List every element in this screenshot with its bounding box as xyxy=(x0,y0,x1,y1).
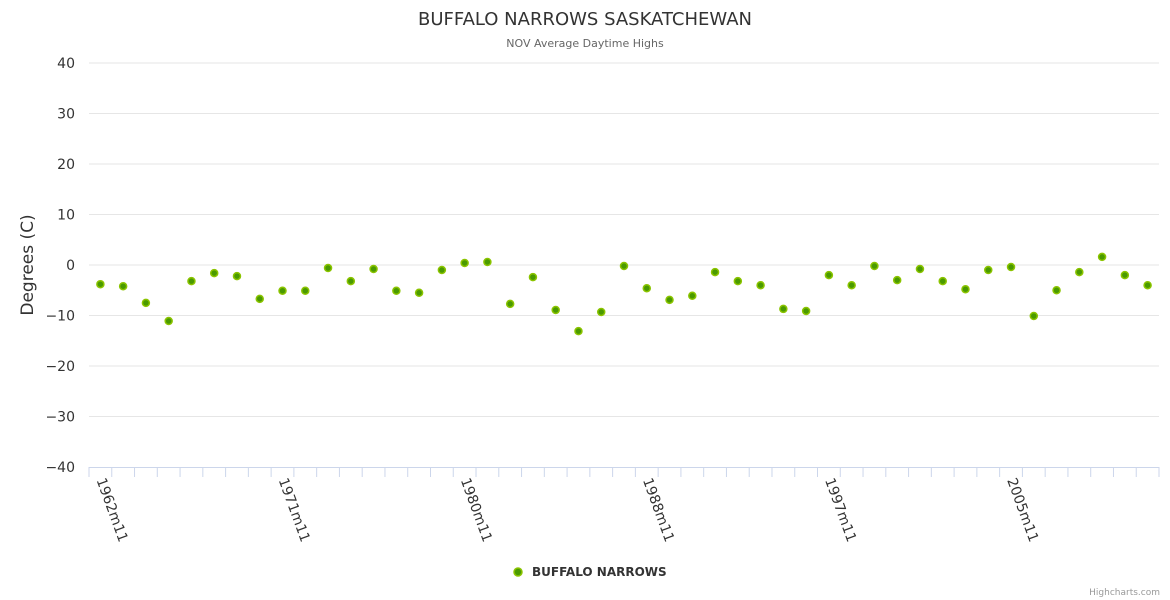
data-point[interactable] xyxy=(574,326,583,336)
credits-link[interactable]: Highcharts.com xyxy=(1089,588,1160,598)
data-point[interactable] xyxy=(392,286,401,296)
x-axis: 1962m11 1971m11 1980m11 1988m11 1997m11 2005m… xyxy=(88,467,1160,545)
grid-lines xyxy=(89,62,1159,417)
data-point[interactable] xyxy=(278,286,287,296)
data-point[interactable] xyxy=(505,299,515,309)
data-point[interactable] xyxy=(232,271,242,281)
data-point[interactable] xyxy=(346,276,356,286)
data-point[interactable] xyxy=(779,304,788,314)
chart-subtitle: NOV Average Daytime Highs xyxy=(506,37,664,50)
data-point[interactable] xyxy=(369,264,378,274)
data-point[interactable] xyxy=(596,307,606,317)
data-point[interactable] xyxy=(255,294,264,304)
data-point[interactable] xyxy=(483,257,492,267)
data-point[interactable] xyxy=(915,264,925,274)
data-point[interactable] xyxy=(665,295,674,305)
data-point[interactable] xyxy=(323,263,333,273)
y-tick-label: 0 xyxy=(66,258,75,274)
chart-title: BUFFALO NARROWS SASKATCHEWAN xyxy=(418,9,752,30)
data-point[interactable] xyxy=(1143,280,1152,290)
data-point[interactable] xyxy=(892,275,902,285)
x-tick-label: 1988m11 xyxy=(639,476,677,545)
x-tick-label: 1997m11 xyxy=(821,476,859,545)
data-point[interactable] xyxy=(688,291,697,301)
x-tick-label: 1962m11 xyxy=(93,476,131,545)
legend-item[interactable]: BUFFALO NARROWS xyxy=(513,565,667,579)
x-tick-label: 1971m11 xyxy=(275,476,313,545)
y-tick-label: −40 xyxy=(45,460,75,476)
data-point[interactable] xyxy=(141,298,151,308)
x-tick-label: 1980m11 xyxy=(457,476,495,545)
data-point[interactable] xyxy=(642,283,652,293)
data-point[interactable] xyxy=(1052,286,1061,295)
y-tick-label: −30 xyxy=(45,410,75,426)
data-point[interactable] xyxy=(460,258,469,268)
data-point[interactable] xyxy=(414,288,424,298)
data-point[interactable] xyxy=(301,286,310,296)
data-point[interactable] xyxy=(1097,252,1107,262)
data-point[interactable] xyxy=(961,284,970,294)
data-point[interactable] xyxy=(528,272,538,282)
data-point[interactable] xyxy=(551,305,560,315)
y-tick-label: −10 xyxy=(45,309,75,325)
data-point[interactable] xyxy=(437,265,447,275)
y-tick-label: 30 xyxy=(57,107,75,123)
y-axis-label: Degrees (C) xyxy=(18,214,38,315)
data-point[interactable] xyxy=(1075,267,1084,277)
data-point[interactable] xyxy=(187,276,196,286)
y-axis-ticks: 40 30 20 10 0 −10 −20 −30 −40 xyxy=(45,56,75,476)
series-points xyxy=(96,252,1152,336)
data-point[interactable] xyxy=(847,280,856,290)
data-point[interactable] xyxy=(1006,262,1016,272)
data-point[interactable] xyxy=(209,268,219,278)
y-tick-label: 40 xyxy=(57,56,75,72)
data-point[interactable] xyxy=(938,276,947,286)
data-point[interactable] xyxy=(619,261,629,271)
x-tick-label: 2005m11 xyxy=(1003,476,1041,545)
data-point[interactable] xyxy=(824,270,834,280)
data-point[interactable] xyxy=(164,316,173,326)
data-point[interactable] xyxy=(984,265,993,275)
data-point[interactable] xyxy=(733,276,743,286)
data-point[interactable] xyxy=(1029,311,1039,321)
y-tick-label: 10 xyxy=(57,208,75,224)
data-point[interactable] xyxy=(1120,270,1130,280)
data-point[interactable] xyxy=(756,280,765,290)
data-point[interactable] xyxy=(118,281,128,291)
data-point[interactable] xyxy=(870,261,879,271)
data-point[interactable] xyxy=(96,279,105,289)
y-tick-label: 20 xyxy=(57,157,75,173)
y-tick-label: −20 xyxy=(45,359,75,375)
legend-label: BUFFALO NARROWS xyxy=(532,565,667,579)
data-point[interactable] xyxy=(801,306,811,316)
legend-marker-icon xyxy=(513,567,523,577)
data-point[interactable] xyxy=(710,267,720,277)
